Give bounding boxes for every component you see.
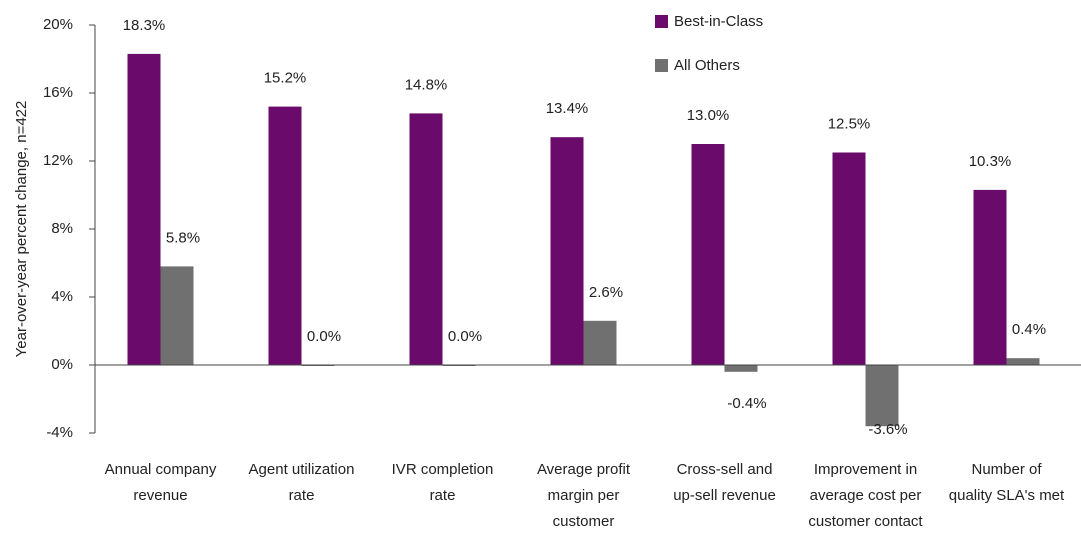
x-tick-label: Improvement in [814,461,917,478]
x-tick-label: margin per [548,487,620,504]
y-axis-label: Year-over-year percent change, n=422 [13,101,30,358]
x-tick-label: Number of [971,461,1042,478]
value-label: 13.4% [546,100,589,117]
value-label: 5.8% [166,229,200,246]
legend-swatch [655,15,668,28]
x-tick-label: up-sell revenue [673,487,776,504]
value-label: 18.3% [123,17,166,34]
y-tick-label: 8% [51,220,73,237]
x-tick-label: Average profit [537,461,631,478]
y-tick-label: 20% [43,16,73,33]
x-tick-label: customer contact [808,513,923,530]
legend-label: All Others [674,57,740,74]
bar [268,106,302,365]
y-tick-label: 16% [43,84,73,101]
x-tick-label: quality SLA's met [949,487,1065,504]
x-tick-label: Annual company [105,461,217,478]
value-label: 10.3% [969,153,1012,170]
y-tick-label: 0% [51,356,73,373]
value-label: 14.8% [405,76,448,93]
bar [973,189,1007,365]
x-tick-label: rate [289,487,315,504]
legend-label: Best-in-Class [674,13,763,30]
bar [832,152,866,365]
y-tick-label: -4% [46,424,73,441]
value-label: 12.5% [828,115,871,132]
x-tick-label: rate [430,487,456,504]
legend-swatch [655,59,668,72]
y-tick-label: 4% [51,288,73,305]
value-label: 13.0% [687,107,730,124]
bar [1006,358,1040,365]
bar [550,137,584,365]
value-label: 15.2% [264,70,307,87]
x-tick-label: Agent utilization [249,461,355,478]
bar [409,113,443,366]
bar [691,144,725,365]
value-label: 0.0% [307,328,341,345]
value-label: -0.4% [727,395,766,412]
value-label: 2.6% [589,284,623,301]
x-tick-label: customer [553,513,615,530]
x-tick-label: IVR completion [392,461,494,478]
y-tick-label: 12% [43,152,73,169]
value-label: -3.6% [868,421,907,438]
x-tick-label: Cross-sell and [677,461,773,478]
x-tick-label: average cost per [810,487,922,504]
bar [160,266,194,365]
bar [127,53,161,366]
value-label: 0.4% [1012,321,1046,338]
bar [865,365,899,427]
value-label: 0.0% [448,328,482,345]
bar [724,365,758,372]
x-tick-label: revenue [133,487,187,504]
bar [583,320,617,365]
